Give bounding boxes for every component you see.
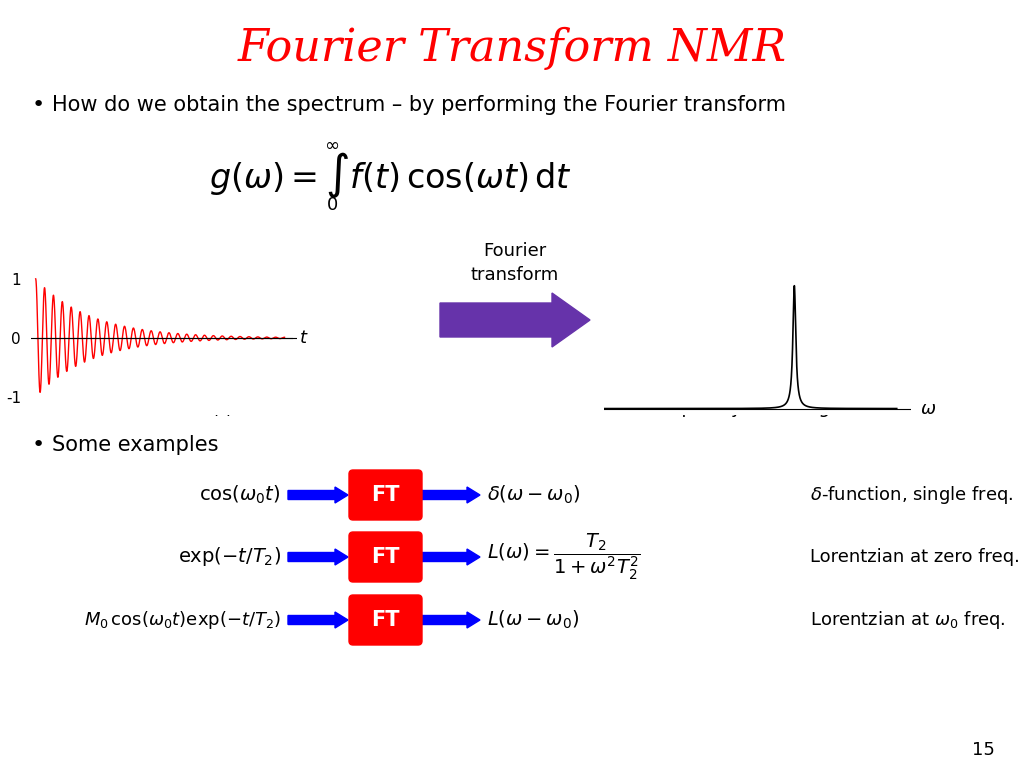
Text: $L(\omega - \omega_0)$: $L(\omega - \omega_0)$ (487, 609, 580, 631)
Text: Fourier
transform: Fourier transform (471, 241, 559, 284)
Text: 15: 15 (972, 741, 995, 759)
FancyArrow shape (420, 612, 480, 628)
FancyBboxPatch shape (349, 532, 422, 582)
Text: $0$: $0$ (326, 196, 338, 214)
FancyBboxPatch shape (349, 470, 422, 520)
Text: $t$: $t$ (299, 329, 309, 347)
FancyArrow shape (288, 487, 348, 503)
Text: Lorentzian at zero freq.: Lorentzian at zero freq. (810, 548, 1020, 566)
FancyArrow shape (288, 612, 348, 628)
Text: time domain $f(t)$: time domain $f(t)$ (86, 398, 233, 418)
Text: $\delta(\omega - \omega_0)$: $\delta(\omega - \omega_0)$ (487, 484, 581, 506)
Text: $M_0\,\cos(\omega_0 t)\exp(-t/T_2)$: $M_0\,\cos(\omega_0 t)\exp(-t/T_2)$ (84, 609, 281, 631)
Text: $\cos(\omega_0 t)$: $\cos(\omega_0 t)$ (200, 484, 281, 506)
Text: FT: FT (371, 610, 399, 630)
Text: $g(\omega) = \int f(t)\,\cos(\omega t)\,\mathrm{d}t$: $g(\omega) = \int f(t)\,\cos(\omega t)\,… (209, 150, 571, 200)
Text: •: • (32, 435, 45, 455)
Text: $\exp(-t/T_2)$: $\exp(-t/T_2)$ (178, 545, 281, 568)
FancyArrow shape (288, 549, 348, 565)
Text: $\infty$: $\infty$ (325, 136, 340, 154)
FancyArrow shape (440, 293, 590, 347)
Text: FT: FT (371, 485, 399, 505)
Text: How do we obtain the spectrum – by performing the Fourier transform: How do we obtain the spectrum – by perfo… (52, 95, 786, 115)
Text: Lorentzian at $\omega_0$ freq.: Lorentzian at $\omega_0$ freq. (810, 609, 1006, 631)
Text: •: • (32, 95, 45, 115)
Text: $L(\omega) = \dfrac{T_2}{1+\omega^2 T_2^2}$: $L(\omega) = \dfrac{T_2}{1+\omega^2 T_2^… (487, 531, 641, 582)
Text: $\omega$: $\omega$ (921, 399, 936, 418)
Text: FT: FT (371, 547, 399, 567)
Text: Some examples: Some examples (52, 435, 218, 455)
FancyBboxPatch shape (349, 595, 422, 645)
Text: $\delta$-function, single freq.: $\delta$-function, single freq. (810, 484, 1014, 506)
FancyArrow shape (420, 549, 480, 565)
FancyArrow shape (420, 487, 480, 503)
Text: frequency domain $g(\omega)$: frequency domain $g(\omega)$ (650, 397, 860, 419)
Text: Fourier Transform NMR: Fourier Transform NMR (238, 26, 786, 70)
